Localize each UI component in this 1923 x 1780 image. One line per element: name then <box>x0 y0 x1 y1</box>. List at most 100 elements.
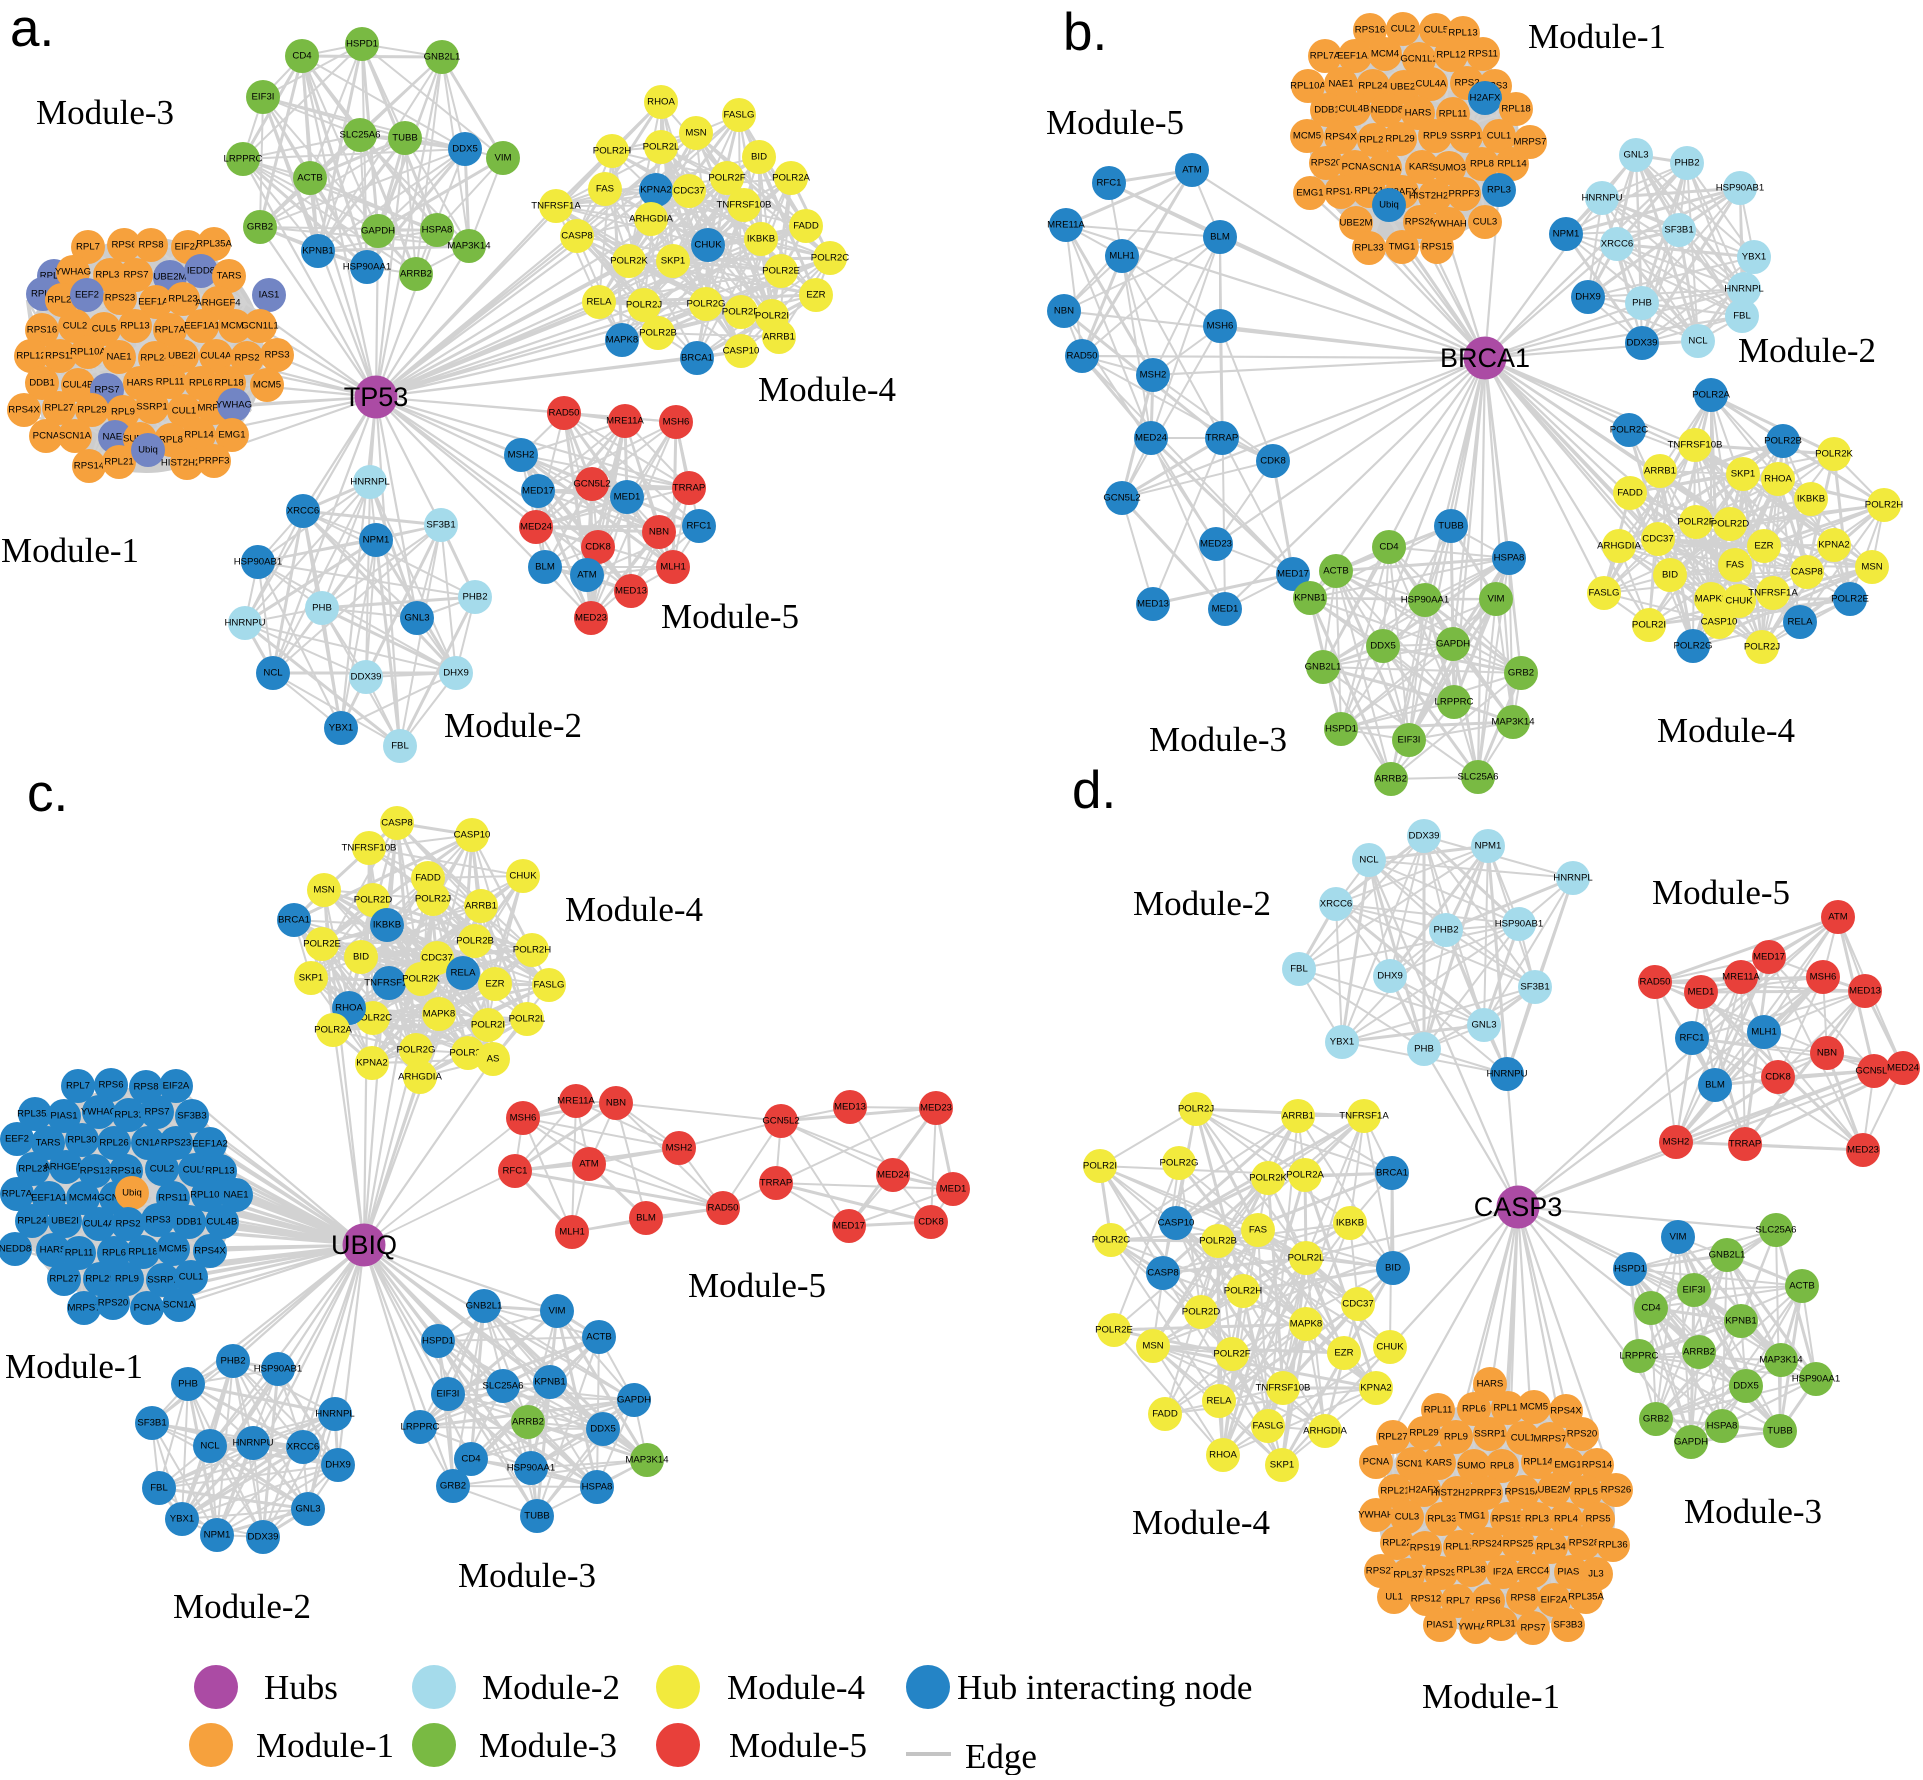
svg-text:BRCA1: BRCA1 <box>1440 343 1530 373</box>
svg-text:SCN1A: SCN1A <box>59 431 92 442</box>
svg-text:RPL12: RPL12 <box>1436 50 1465 61</box>
svg-text:TUBB: TUBB <box>1767 1426 1793 1437</box>
svg-text:GNL3: GNL3 <box>295 1504 320 1515</box>
svg-text:HIST2H2BE: HIST2H2BE <box>1431 1488 1483 1499</box>
svg-text:POLR2E: POLR2E <box>1095 1325 1133 1336</box>
svg-text:SLC25A6: SLC25A6 <box>339 130 380 141</box>
svg-text:EMG1: EMG1 <box>1554 1460 1581 1471</box>
svg-text:HNRNPU: HNRNPU <box>1486 1069 1527 1080</box>
svg-text:KARS: KARS <box>1409 162 1435 173</box>
svg-text:IAS1: IAS1 <box>259 290 280 301</box>
svg-text:POLR2A: POLR2A <box>314 1025 352 1036</box>
svg-text:MCM5: MCM5 <box>1293 131 1321 142</box>
svg-text:NCL: NCL <box>200 1441 220 1452</box>
svg-text:H2AFX: H2AFX <box>1409 1485 1441 1496</box>
svg-text:Module-5: Module-5 <box>1652 873 1790 912</box>
svg-text:RPS20: RPS20 <box>98 1298 128 1309</box>
svg-text:RPS13: RPS13 <box>80 1166 110 1177</box>
svg-text:POLR2L: POLR2L <box>509 1014 546 1025</box>
svg-text:MED17: MED17 <box>522 486 554 497</box>
svg-text:KPNA2: KPNA2 <box>356 1058 387 1069</box>
svg-text:SF3B3: SF3B3 <box>177 1111 206 1122</box>
svg-text:EEF1A2: EEF1A2 <box>138 297 174 308</box>
svg-text:LRPPRC: LRPPRC <box>224 154 263 165</box>
svg-text:NPM1: NPM1 <box>204 1530 231 1541</box>
svg-text:CDK8: CDK8 <box>918 1217 944 1228</box>
svg-text:POLR2L: POLR2L <box>1288 1253 1325 1264</box>
svg-text:POLR2A: POLR2A <box>1286 1170 1324 1181</box>
svg-text:RPS11: RPS11 <box>158 1193 188 1204</box>
svg-text:RPL7: RPL7 <box>66 1081 90 1092</box>
svg-text:FAS: FAS <box>596 184 614 195</box>
svg-text:VIM: VIM <box>1487 594 1504 605</box>
svg-text:MAPK8: MAPK8 <box>1290 1319 1323 1330</box>
svg-text:GRB2: GRB2 <box>1643 1414 1669 1425</box>
svg-text:RPL27: RPL27 <box>44 403 73 414</box>
svg-text:SF3B1: SF3B1 <box>1664 225 1693 236</box>
svg-text:PHB2: PHB2 <box>1433 925 1458 936</box>
svg-text:MED23: MED23 <box>1847 1145 1879 1156</box>
svg-text:CUL4A: CUL4A <box>201 351 233 362</box>
svg-text:RPL24: RPL24 <box>1358 81 1388 92</box>
svg-text:CASP8: CASP8 <box>381 818 412 829</box>
svg-text:SKP1: SKP1 <box>661 256 686 267</box>
svg-text:BID: BID <box>353 952 369 963</box>
svg-text:MED13: MED13 <box>834 1102 866 1113</box>
svg-text:BID: BID <box>1385 1263 1401 1274</box>
svg-text:UBE2M: UBE2M <box>153 272 186 283</box>
svg-text:POLR2J: POLR2J <box>1744 642 1780 653</box>
svg-text:RFC1: RFC1 <box>686 521 711 532</box>
svg-text:MRE11A: MRE11A <box>1047 220 1085 231</box>
svg-text:RPS4X: RPS4X <box>1325 132 1357 143</box>
svg-text:GRB2: GRB2 <box>1508 668 1534 679</box>
svg-text:PHB: PHB <box>312 603 332 614</box>
svg-text:FBL: FBL <box>1733 311 1751 322</box>
svg-text:POLR2J: POLR2J <box>626 300 662 311</box>
svg-text:PCNA: PCNA <box>1363 1457 1390 1468</box>
svg-text:MCM5: MCM5 <box>1520 1402 1548 1413</box>
svg-text:MAPK8: MAPK8 <box>1695 594 1728 605</box>
svg-text:Module-3: Module-3 <box>36 93 174 132</box>
svg-text:RPL10A: RPL10A <box>70 347 106 358</box>
svg-text:KPNA2: KPNA2 <box>640 185 671 196</box>
svg-text:YWHAG: YWHAG <box>216 400 252 411</box>
svg-text:MAPK8: MAPK8 <box>423 1009 456 1020</box>
svg-text:GNL3: GNL3 <box>1471 1020 1496 1031</box>
svg-text:Module-2: Module-2 <box>482 1668 620 1707</box>
svg-text:DDX39: DDX39 <box>248 1532 279 1543</box>
svg-text:RPS14: RPS14 <box>1582 1460 1613 1471</box>
svg-text:PHB2: PHB2 <box>220 1356 245 1367</box>
svg-text:HNRNPL: HNRNPL <box>1553 873 1593 884</box>
svg-text:RPL31: RPL31 <box>114 1110 143 1121</box>
svg-text:RPL18: RPL18 <box>1493 1403 1522 1414</box>
svg-text:Module-1: Module-1 <box>1422 1677 1560 1716</box>
svg-text:DDX39: DDX39 <box>351 672 382 683</box>
svg-text:NCL: NCL <box>263 668 283 679</box>
svg-text:NBN: NBN <box>606 1098 626 1109</box>
svg-text:POLR2I: POLR2I <box>1632 620 1666 631</box>
svg-text:c.: c. <box>27 764 68 823</box>
svg-text:Module-5: Module-5 <box>1046 103 1184 142</box>
svg-text:ATM: ATM <box>577 570 597 581</box>
svg-text:IF2A: IF2A <box>1493 1567 1514 1578</box>
svg-text:RPL14: RPL14 <box>1497 159 1527 170</box>
svg-text:DDX39: DDX39 <box>1409 831 1440 842</box>
svg-text:RPL13: RPL13 <box>120 321 149 332</box>
svg-text:RPL23: RPL23 <box>168 294 197 305</box>
svg-text:MSH6: MSH6 <box>663 417 690 428</box>
svg-text:MED1: MED1 <box>1688 987 1715 998</box>
svg-text:POLR2B: POLR2B <box>1764 436 1802 447</box>
svg-text:CUL1: CUL1 <box>179 1272 204 1283</box>
svg-text:PRPF3: PRPF3 <box>1449 189 1480 200</box>
svg-text:RPL7A: RPL7A <box>1310 51 1341 62</box>
svg-text:RAD50: RAD50 <box>1067 351 1098 362</box>
svg-text:CASP10: CASP10 <box>454 830 491 841</box>
svg-text:POLR2I: POLR2I <box>1083 1161 1117 1172</box>
svg-text:RPL29: RPL29 <box>85 1274 114 1285</box>
svg-text:RPL7A: RPL7A <box>2 1189 33 1200</box>
svg-text:BLM: BLM <box>1705 1080 1725 1091</box>
svg-text:SSRP1: SSRP1 <box>147 1275 178 1286</box>
svg-text:HSP90AA1: HSP90AA1 <box>1792 1374 1841 1385</box>
svg-text:RPS12: RPS12 <box>1411 1594 1441 1605</box>
svg-text:PIAS2: PIAS2 <box>1557 1567 1584 1578</box>
